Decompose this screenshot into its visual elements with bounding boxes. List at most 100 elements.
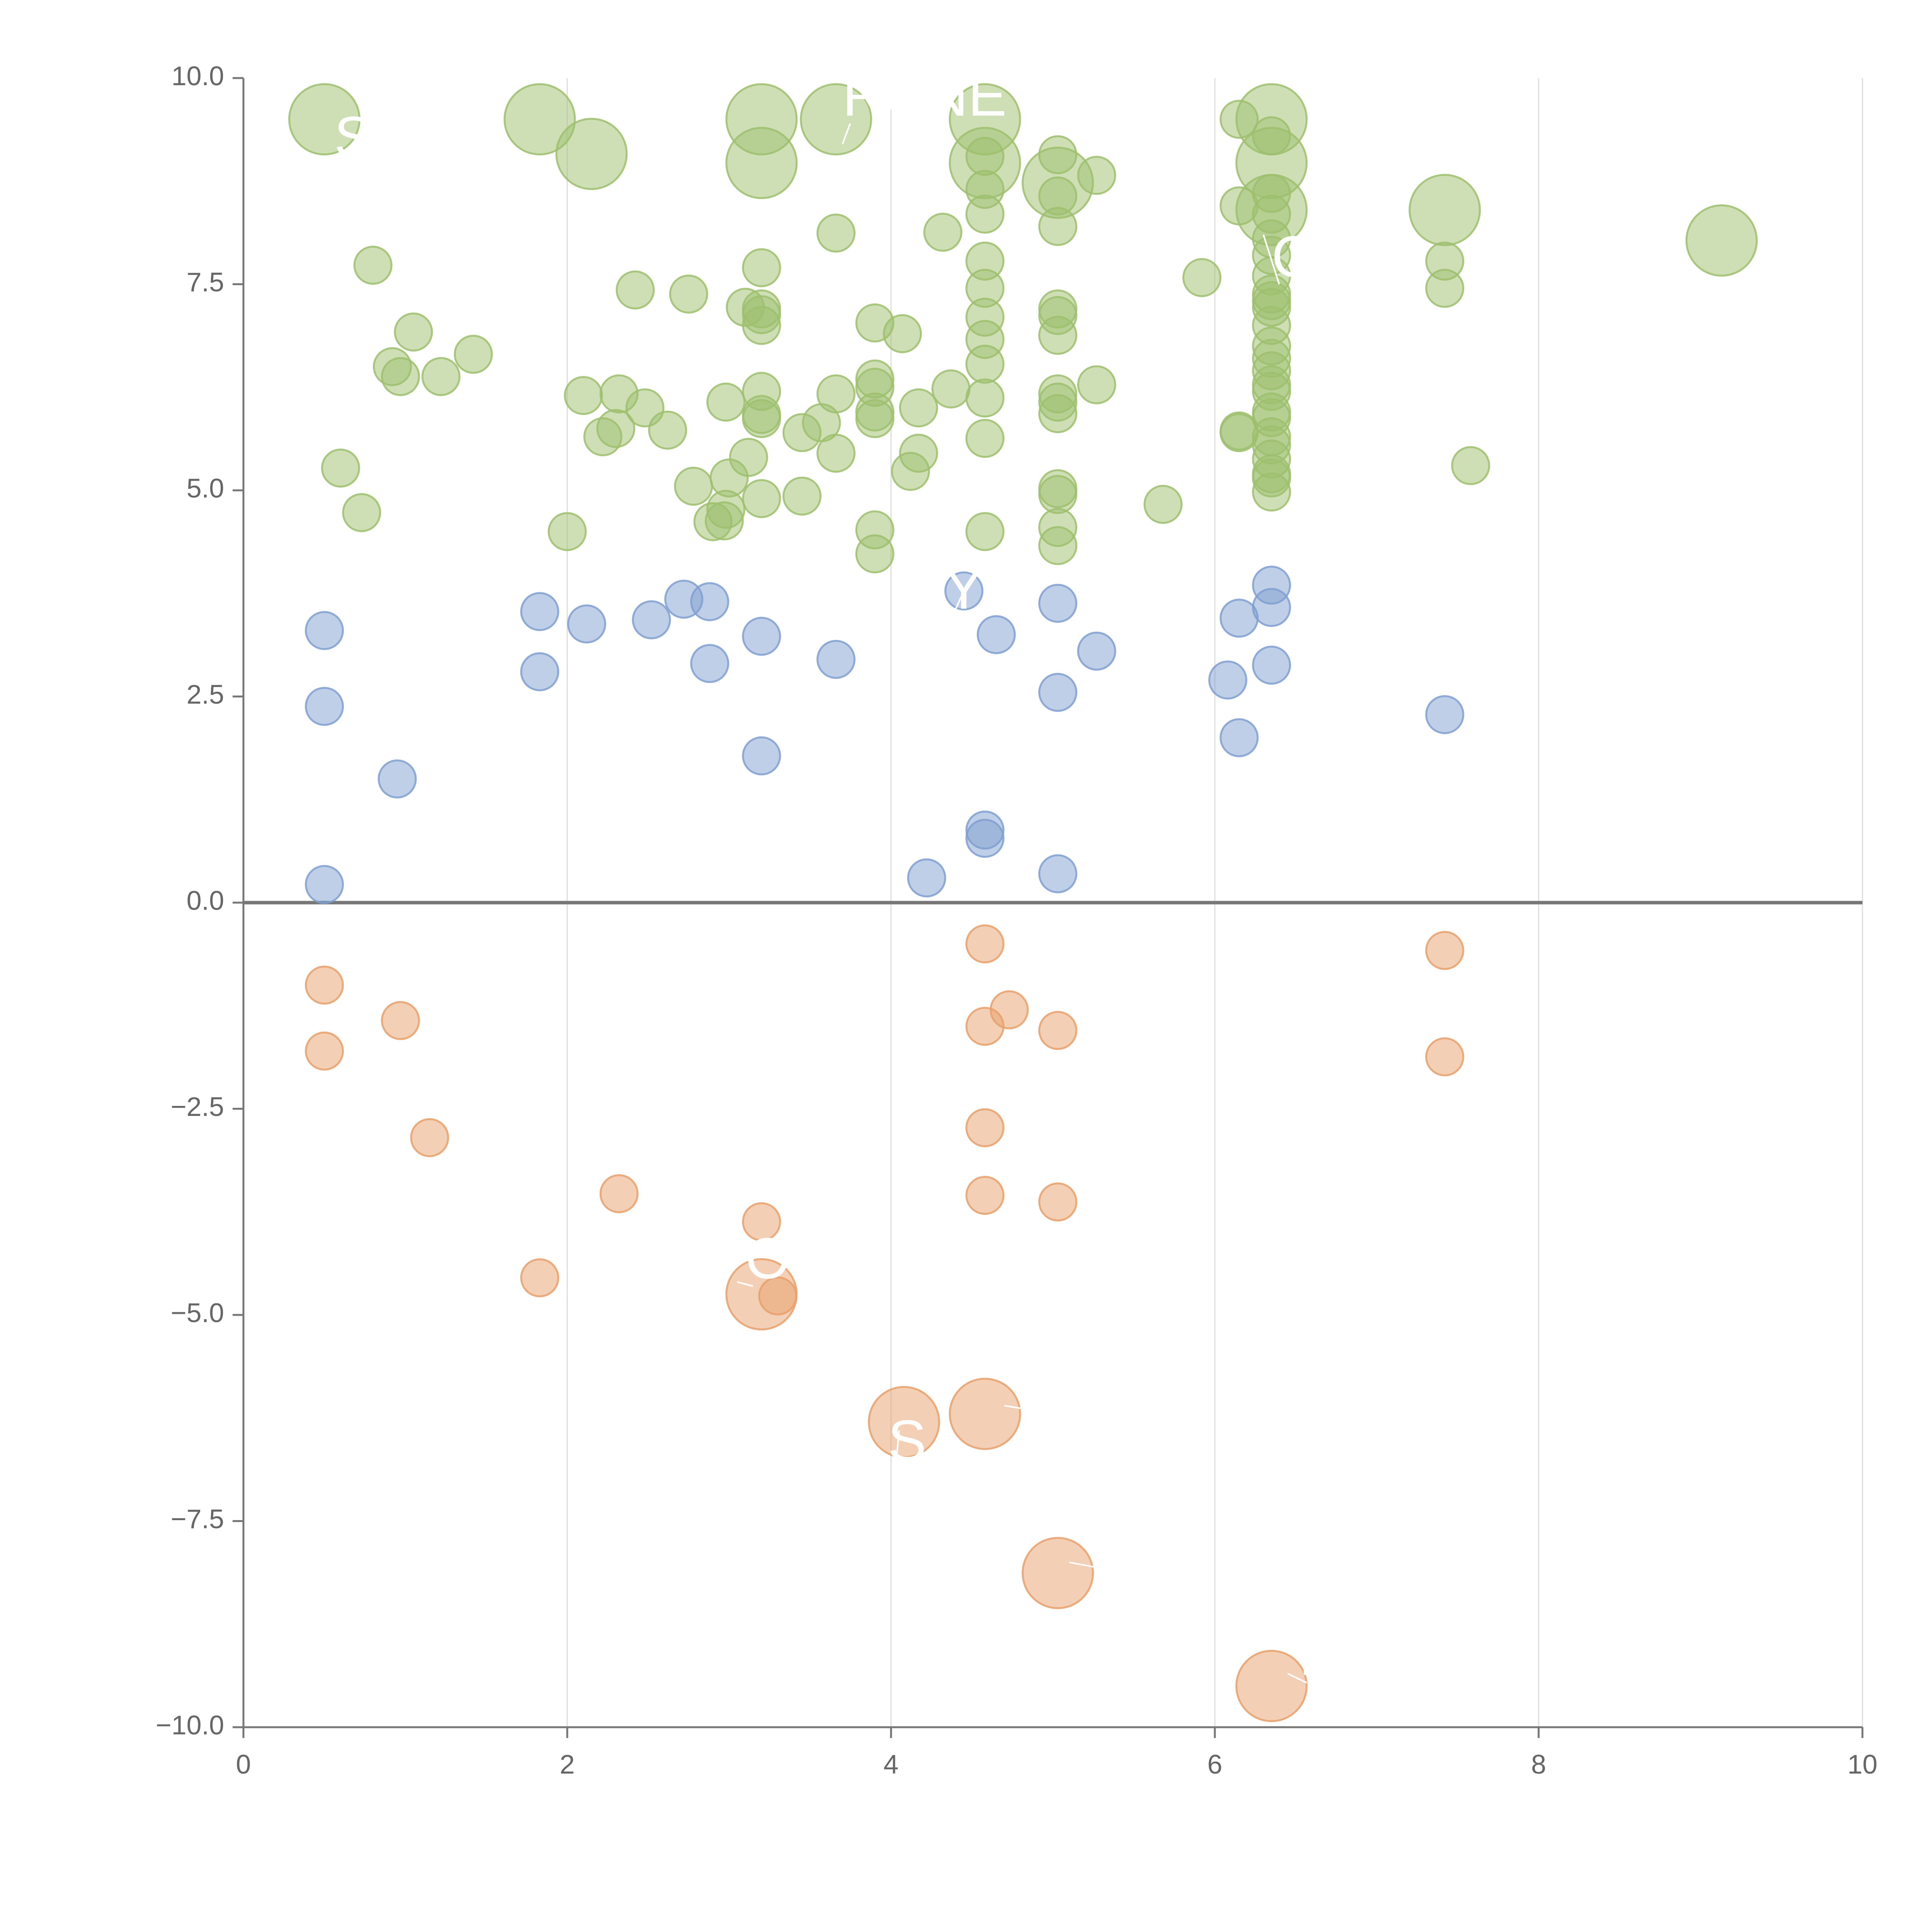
- annotation-leader-6: [895, 1430, 900, 1469]
- point-high-2: [555, 117, 628, 190]
- point-mid-0: [305, 611, 344, 650]
- point-mid-13: [816, 639, 856, 679]
- point-mid-18: [976, 615, 1016, 654]
- point-high-77: [1038, 135, 1078, 174]
- point-high-89: [1038, 526, 1078, 565]
- x-tick-label-4: 8: [1531, 1749, 1546, 1779]
- point-mid-9: [690, 582, 730, 621]
- annotation-leader-3: [951, 590, 965, 617]
- y-tick-label-4: 0.0: [187, 885, 224, 915]
- point-mid-28: [1252, 645, 1291, 685]
- point-high-65: [931, 369, 971, 409]
- point-high-17: [381, 357, 420, 396]
- point-high-18: [421, 357, 461, 396]
- y-tick-label-7: 7.5: [187, 267, 224, 297]
- point-high-68: [965, 194, 1005, 234]
- point-low-17: [725, 1258, 798, 1331]
- point-high-22: [548, 512, 587, 551]
- point-high-73: [965, 344, 1005, 384]
- point-low-14: [1038, 1182, 1078, 1222]
- point-mid-17: [965, 819, 1005, 858]
- point-mid-20: [1038, 673, 1078, 712]
- annotation-label-2: C: [1272, 224, 1313, 289]
- point-high-21: [342, 493, 381, 532]
- point-high-90: [1077, 156, 1116, 195]
- annotation-label-6: S: [888, 1408, 927, 1473]
- point-mid-10: [690, 644, 730, 683]
- point-low-3: [410, 1118, 449, 1157]
- annotation-leader-8: [1287, 1673, 1307, 1684]
- annotation-label-1: S: [334, 104, 373, 169]
- point-low-11: [965, 1176, 1005, 1215]
- point-low-21: [1235, 1650, 1308, 1722]
- point-low-1: [305, 1031, 344, 1071]
- point-mid-11: [742, 617, 781, 656]
- point-low-15: [1425, 931, 1464, 970]
- point-mid-27: [1252, 588, 1291, 627]
- point-mid-4: [520, 592, 560, 631]
- point-mid-3: [378, 759, 417, 799]
- point-high-13: [1685, 204, 1758, 277]
- annotation-label-3: Y: [944, 556, 983, 621]
- point-high-39: [742, 248, 781, 287]
- y-tick-label-6: 5.0: [187, 473, 224, 503]
- point-low-10: [965, 1108, 1005, 1148]
- x-tick-label-5: 10: [1847, 1749, 1878, 1779]
- point-high-98: [1252, 116, 1291, 155]
- y-tick-label-2: −5.0: [171, 1298, 224, 1328]
- point-high-94: [1219, 100, 1259, 139]
- point-high-75: [965, 419, 1005, 458]
- point-high-92: [1143, 485, 1183, 524]
- point-high-93: [1182, 258, 1221, 297]
- annotation-label-0: RUNE: [842, 63, 1007, 128]
- point-high-59: [855, 534, 895, 573]
- point-low-16: [1425, 1037, 1464, 1077]
- point-high-62: [899, 388, 938, 428]
- y-tick-label-3: −2.5: [171, 1092, 224, 1122]
- point-high-1: [503, 83, 576, 156]
- point-high-35: [706, 383, 746, 422]
- point-high-46: [742, 479, 781, 518]
- point-high-19: [454, 335, 493, 374]
- x-tick-label-1: 2: [560, 1749, 575, 1779]
- annotations-group: RUNE S C Y O M S C M: [334, 63, 1347, 1687]
- point-high-91: [1077, 365, 1116, 405]
- point-high-82: [1038, 316, 1078, 355]
- point-high-14: [353, 245, 393, 285]
- point-low-19: [949, 1378, 1021, 1450]
- point-low-20: [1022, 1537, 1094, 1609]
- point-low-5: [599, 1174, 639, 1213]
- point-high-5: [800, 83, 872, 156]
- point-low-18: [868, 1386, 940, 1458]
- point-low-12: [990, 990, 1029, 1029]
- point-high-85: [1038, 394, 1078, 434]
- point-low-2: [381, 1001, 420, 1040]
- point-high-76: [965, 512, 1005, 551]
- point-high-30: [669, 274, 708, 314]
- annotation-label-8: M: [1299, 1622, 1347, 1687]
- point-high-15: [394, 312, 433, 352]
- point-high-63: [899, 434, 938, 473]
- point-high-50: [816, 213, 856, 253]
- point-high-74: [965, 378, 1005, 418]
- point-mid-29: [1425, 695, 1464, 734]
- point-high-0: [288, 83, 361, 156]
- point-high-4: [725, 127, 798, 199]
- x-tick-label-0: 0: [236, 1749, 251, 1779]
- point-mid-21: [1038, 854, 1078, 893]
- point-mid-24: [1219, 599, 1259, 638]
- point-high-45: [742, 399, 781, 438]
- point-mid-7: [632, 600, 671, 639]
- y-tick-label-0: −10.0: [156, 1710, 224, 1740]
- annotation-leader-2: [1262, 234, 1280, 285]
- point-mid-25: [1219, 718, 1259, 757]
- point-high-20: [321, 448, 360, 488]
- annotation-leader-7: [1069, 1561, 1097, 1568]
- point-mid-5: [520, 652, 560, 691]
- point-high-42: [742, 306, 781, 345]
- annotation-label-4: O: [745, 1226, 791, 1291]
- annotation-label-5: M: [1017, 1349, 1066, 1413]
- point-mid-23: [1208, 660, 1248, 700]
- annotation-leader-4: [737, 1281, 753, 1287]
- point-mid-6: [567, 604, 606, 644]
